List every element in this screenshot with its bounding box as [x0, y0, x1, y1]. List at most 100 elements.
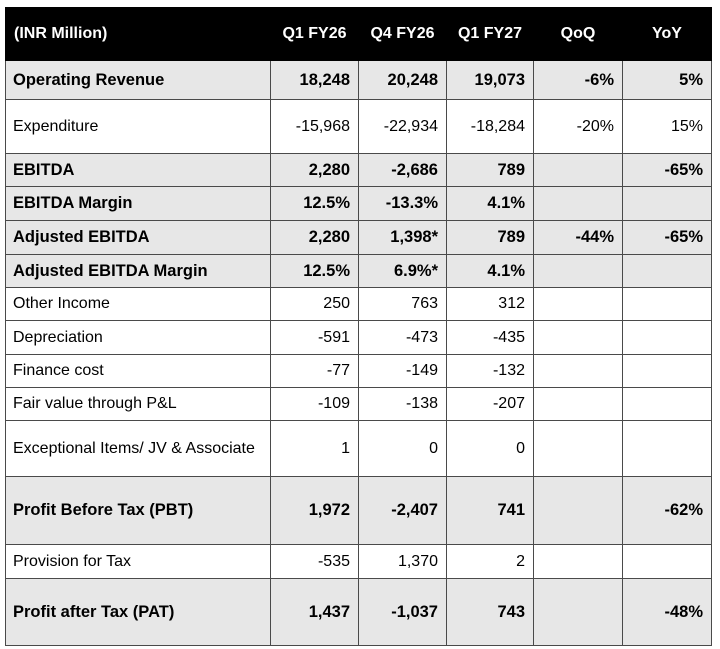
row-label: Operating Revenue [5, 60, 271, 100]
yoy-value [622, 420, 712, 477]
row-label: Adjusted EBITDA Margin [5, 254, 271, 288]
qoq-value [533, 153, 623, 187]
header-yoy: YoY [622, 7, 712, 61]
q1-fy26-value: 2,280 [270, 153, 359, 187]
q1-fy27-value: 19,073 [446, 60, 534, 100]
q1-fy26-value: 1,437 [270, 578, 359, 646]
financial-results-table: (INR Million) Q1 FY26 Q4 FY26 Q1 FY27 Qo… [5, 7, 712, 646]
row-label: Other Income [5, 287, 271, 321]
qoq-value [533, 320, 623, 355]
yoy-value [622, 387, 712, 421]
yoy-value: -62% [622, 476, 712, 545]
q1-fy26-value: 250 [270, 287, 359, 321]
row-label: Depreciation [5, 320, 271, 355]
table-row: Other Income 250 763 312 [5, 287, 712, 321]
table-row: Adjusted EBITDA Margin 12.5% 6.9%* 4.1% [5, 254, 712, 288]
yoy-value: 15% [622, 99, 712, 154]
table-row: Profit after Tax (PAT) 1,437 -1,037 743 -48% [5, 578, 712, 646]
q4-fy26-value: -149 [358, 354, 447, 388]
q1-fy27-value: -435 [446, 320, 534, 355]
qoq-value [533, 420, 623, 477]
row-label: EBITDA Margin [5, 186, 271, 221]
yoy-value: -65% [622, 153, 712, 187]
header-row: (INR Million) Q1 FY26 Q4 FY26 Q1 FY27 Qo… [5, 7, 712, 61]
yoy-value [622, 544, 712, 579]
row-label: Profit Before Tax (PBT) [5, 476, 271, 545]
table-row: Operating Revenue 18,248 20,248 19,073 -6% 5% [5, 60, 712, 100]
q1-fy26-value: -109 [270, 387, 359, 421]
row-label: Finance cost [5, 354, 271, 388]
qoq-value [533, 186, 623, 221]
yoy-value [622, 287, 712, 321]
q1-fy26-value: -15,968 [270, 99, 359, 154]
q4-fy26-value: 6.9%* [358, 254, 447, 288]
qoq-value [533, 387, 623, 421]
q1-fy27-value: 789 [446, 153, 534, 187]
q1-fy27-value: -132 [446, 354, 534, 388]
q1-fy27-value: 743 [446, 578, 534, 646]
header-q1-fy27: Q1 FY27 [446, 7, 534, 61]
yoy-value [622, 186, 712, 221]
q1-fy27-value: 789 [446, 220, 534, 255]
table-row: Provision for Tax -535 1,370 2 [5, 544, 712, 579]
qoq-value [533, 354, 623, 388]
q1-fy27-value: -18,284 [446, 99, 534, 154]
q1-fy27-value: 2 [446, 544, 534, 579]
header-q1-fy26: Q1 FY26 [270, 7, 359, 61]
row-label: EBITDA [5, 153, 271, 187]
q4-fy26-value: -138 [358, 387, 447, 421]
yoy-value: -48% [622, 578, 712, 646]
q1-fy27-value: -207 [446, 387, 534, 421]
q4-fy26-value: -2,407 [358, 476, 447, 545]
q4-fy26-value: -473 [358, 320, 447, 355]
q1-fy26-value: 1 [270, 420, 359, 477]
q1-fy26-value: -591 [270, 320, 359, 355]
qoq-value [533, 544, 623, 579]
table-row: Profit Before Tax (PBT) 1,972 -2,407 741 -62… [5, 476, 712, 545]
qoq-value [533, 578, 623, 646]
q1-fy27-value: 4.1% [446, 254, 534, 288]
yoy-value: -65% [622, 220, 712, 255]
q1-fy26-value: 12.5% [270, 254, 359, 288]
header-unit: (INR Million) [5, 7, 271, 61]
table-row: Fair value through P&L -109 -138 -207 [5, 387, 712, 421]
q4-fy26-value: 1,370 [358, 544, 447, 579]
qoq-value: -20% [533, 99, 623, 154]
q1-fy26-value: 1,972 [270, 476, 359, 545]
row-label: Adjusted EBITDA [5, 220, 271, 255]
q4-fy26-value: 1,398* [358, 220, 447, 255]
yoy-value: 5% [622, 60, 712, 100]
yoy-value [622, 354, 712, 388]
q4-fy26-value: 0 [358, 420, 447, 477]
q4-fy26-value: 763 [358, 287, 447, 321]
table-row: Expenditure -15,968 -22,934 -18,284 -20% 15% [5, 99, 712, 154]
qoq-value: -6% [533, 60, 623, 100]
q4-fy26-value: -1,037 [358, 578, 447, 646]
table-row: Depreciation -591 -473 -435 [5, 320, 712, 355]
q1-fy27-value: 312 [446, 287, 534, 321]
qoq-value [533, 287, 623, 321]
yoy-value [622, 320, 712, 355]
q4-fy26-value: 20,248 [358, 60, 447, 100]
q1-fy26-value: -535 [270, 544, 359, 579]
q1-fy27-value: 4.1% [446, 186, 534, 221]
q1-fy27-value: 741 [446, 476, 534, 545]
row-label: Expenditure [5, 99, 271, 154]
q4-fy26-value: -22,934 [358, 99, 447, 154]
q1-fy26-value: 18,248 [270, 60, 359, 100]
q1-fy26-value: 2,280 [270, 220, 359, 255]
qoq-value [533, 476, 623, 545]
row-label: Profit after Tax (PAT) [5, 578, 271, 646]
qoq-value [533, 254, 623, 288]
q4-fy26-value: -2,686 [358, 153, 447, 187]
q1-fy26-value: -77 [270, 354, 359, 388]
row-label: Exceptional Items/ JV & Associate [5, 420, 271, 477]
q1-fy27-value: 0 [446, 420, 534, 477]
table-row: Exceptional Items/ JV & Associate 1 0 0 [5, 420, 712, 477]
table-row: EBITDA 2,280 -2,686 789 -65% [5, 153, 712, 187]
header-qoq: QoQ [533, 7, 623, 61]
qoq-value: -44% [533, 220, 623, 255]
row-label: Fair value through P&L [5, 387, 271, 421]
q1-fy26-value: 12.5% [270, 186, 359, 221]
table-row: EBITDA Margin 12.5% -13.3% 4.1% [5, 186, 712, 221]
